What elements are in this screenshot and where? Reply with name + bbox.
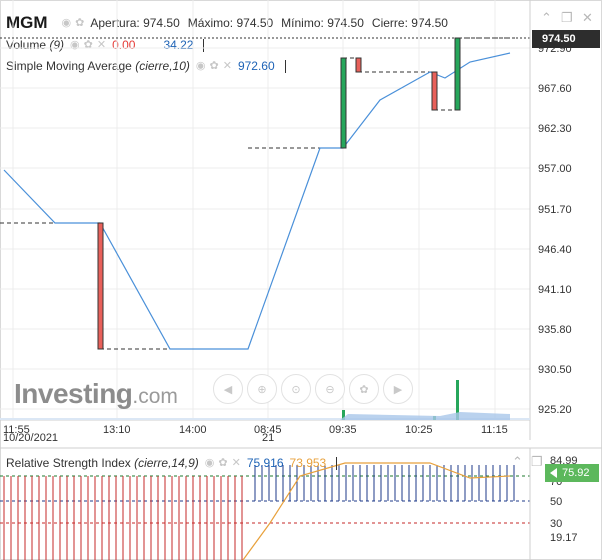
scroll-left-button[interactable]: ◀ <box>213 374 243 404</box>
sma-controls: ◉ ✿ ✕ <box>195 59 232 72</box>
gear-icon[interactable]: ✿ <box>83 38 93 51</box>
eye-icon[interactable]: ◉ <box>70 38 80 51</box>
rsi-collapse-icon[interactable]: ⌃ <box>512 454 523 469</box>
zoom-out-button[interactable]: ⊖ <box>315 374 345 404</box>
close-icon[interactable]: ✕ <box>231 456 241 469</box>
rsi-overbought-bars <box>254 465 515 501</box>
high-value: 974.50 <box>236 16 274 30</box>
gear-icon[interactable]: ✿ <box>218 456 228 469</box>
volume-area <box>340 412 510 420</box>
symbol-controls: ◉ ✿ <box>61 16 85 29</box>
price-tick: 967.60 <box>538 83 572 95</box>
rsi-signal-line <box>242 462 511 560</box>
zoom-in-button[interactable]: ⊕ <box>247 374 277 404</box>
open-value: 974.50 <box>143 16 180 30</box>
chevron-left-icon: ◀ <box>223 383 233 396</box>
date-tick: 10/20/2021 <box>3 432 59 444</box>
symbol-label: MGM <box>6 13 48 32</box>
zoom-reset-icon: ⊙ <box>291 383 301 396</box>
time-tick: 09:35 <box>329 424 357 436</box>
gear-icon[interactable]: ✿ <box>75 16 85 29</box>
ohlc-header: MGM ◉ ✿ Apertura: 974.50 Máximo: 974.50 … <box>6 13 456 32</box>
close-label: Cierre: <box>371 16 408 30</box>
candle-bullish <box>340 57 347 149</box>
sma-line <box>3 52 511 350</box>
logo-brand: Investing <box>14 378 133 409</box>
chart-settings-button[interactable]: ✿ <box>349 374 379 404</box>
gear-icon[interactable]: ✿ <box>209 59 219 72</box>
investing-logo: Investing.com <box>14 378 178 410</box>
candle-bullish <box>454 37 461 111</box>
time-tick: 08:45 <box>254 424 282 436</box>
divider <box>203 38 205 52</box>
date-tick: 21 <box>262 432 275 444</box>
volume-histogram <box>0 380 530 420</box>
price-tick: 925.20 <box>538 404 572 416</box>
price-tick: 930.50 <box>538 364 572 376</box>
candle-bearish <box>355 57 362 73</box>
low-value: 974.50 <box>327 16 364 30</box>
logo-suffix: .com <box>132 385 178 408</box>
divider <box>284 59 286 73</box>
rsi-label: Relative Strength Index <box>6 456 131 470</box>
volume-baseline <box>0 418 530 420</box>
time-tick: 11:15 <box>481 424 508 436</box>
rsi-controls: ◉ ✿ ✕ <box>204 456 241 469</box>
scroll-right-button[interactable]: ▶ <box>383 374 413 404</box>
chart-toolbar: ◀ ⊕ ⊙ ⊖ ✿ ▶ <box>213 374 413 404</box>
sma-indicator-row: Simple Moving Average (cierre,10) ◉ ✿ ✕ … <box>6 57 286 75</box>
close-value: 974.50 <box>411 16 448 30</box>
price-tick: 951.70 <box>538 204 572 216</box>
price-tick: 941.10 <box>538 284 572 296</box>
divider <box>336 456 338 470</box>
candle-bearish <box>97 222 104 350</box>
zoom-in-icon: ⊕ <box>257 383 267 396</box>
rsi-oversold-bars <box>3 476 243 560</box>
sma-label: Simple Moving Average <box>6 59 132 73</box>
close-icon[interactable]: ✕ <box>96 38 107 51</box>
rsi-restore-icon[interactable]: ❐ <box>531 454 543 469</box>
time-tick: 11:55 <box>3 424 30 436</box>
volume-bar <box>342 410 345 420</box>
time-tick: 14:00 <box>179 424 207 436</box>
candle-bearish <box>431 71 438 111</box>
time-tick: 10:25 <box>405 424 433 436</box>
eye-icon[interactable]: ◉ <box>61 16 72 29</box>
zoom-reset-button[interactable]: ⊙ <box>281 374 311 404</box>
eye-icon[interactable]: ◉ <box>195 59 206 72</box>
price-tick: 957.00 <box>538 163 572 175</box>
rsi-params: (cierre,14,9) <box>134 456 199 470</box>
eye-icon[interactable]: ◉ <box>204 456 215 469</box>
close-icon[interactable]: ✕ <box>222 59 232 72</box>
volume-bar <box>456 380 459 420</box>
rsi-tick: 30 <box>550 518 563 530</box>
restore-icon[interactable]: ❐ <box>561 10 573 25</box>
rsi-tick: 50 <box>550 496 563 508</box>
rsi-signal-value: 73.953 <box>289 456 327 470</box>
collapse-icon[interactable]: ⌃ <box>541 10 552 25</box>
rsi-tick: 19.17 <box>550 532 578 544</box>
volume-controls: ◉ ✿ ✕ <box>70 38 107 51</box>
rsi-current-tag: 75.92 <box>545 464 599 482</box>
rsi-value: 75.916 <box>246 456 284 470</box>
open-label: Apertura: <box>90 16 140 30</box>
close-icon[interactable]: ✕ <box>582 10 593 25</box>
volume-indicator-row: Volume (9) ◉ ✿ ✕ 0.00 34.22 <box>6 36 205 54</box>
zoom-out-icon: ⊖ <box>325 383 335 396</box>
high-label: Máximo: <box>187 16 234 30</box>
price-tick: 946.40 <box>538 244 572 256</box>
sma-value: 972.60 <box>237 59 275 73</box>
sma-params: (cierre,10) <box>135 59 190 73</box>
price-tick: 962.30 <box>538 123 572 135</box>
current-price-tag: 974.50 <box>532 30 600 48</box>
rsi-pane <box>0 448 531 560</box>
rsi-header: Relative Strength Index (cierre,14,9) ◉ … <box>6 455 338 471</box>
time-tick: 13:10 <box>103 424 131 436</box>
chevron-right-icon: ▶ <box>393 383 403 396</box>
price-tick: 935.80 <box>538 324 572 336</box>
low-label: Mínimo: <box>281 16 324 30</box>
gear-icon: ✿ <box>359 383 369 396</box>
